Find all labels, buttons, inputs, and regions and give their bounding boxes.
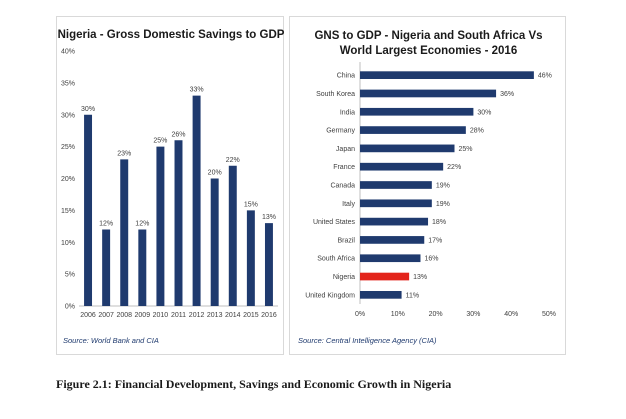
data-label: 12% bbox=[135, 221, 149, 228]
bar bbox=[360, 272, 410, 281]
bar bbox=[120, 159, 129, 306]
data-label: 13% bbox=[413, 274, 427, 281]
data-label: 28% bbox=[470, 128, 484, 135]
y-category-label: Italy bbox=[342, 201, 355, 208]
y-tick-label: 5% bbox=[65, 272, 75, 279]
x-tick-label: 2006 bbox=[80, 312, 96, 317]
bar bbox=[360, 89, 497, 98]
gns-chart-title-line-2: World Largest Economies - 2016 bbox=[339, 45, 518, 57]
x-tick-label: 20% bbox=[429, 311, 443, 317]
savings-chart-source: Source: World Bank and CIA bbox=[63, 336, 159, 345]
y-category-label: Brazil bbox=[337, 237, 355, 244]
y-tick-label: 25% bbox=[61, 144, 75, 151]
bar bbox=[192, 95, 201, 306]
gns-chart-title-line-1: GNS to GDP - Nigeria and South Africa Vs bbox=[314, 30, 543, 42]
y-category-label: Japan bbox=[336, 146, 355, 153]
y-category-label: South Africa bbox=[317, 256, 355, 263]
data-label: 22% bbox=[447, 164, 461, 171]
bar bbox=[138, 229, 147, 306]
bar bbox=[360, 162, 444, 171]
data-label: 17% bbox=[428, 237, 442, 244]
y-category-label: India bbox=[340, 109, 355, 116]
savings-chart-title: Nigeria - Gross Domestic Savings to GDP bbox=[57, 29, 285, 41]
x-tick-label: 2010 bbox=[153, 312, 169, 317]
y-tick-label: 35% bbox=[61, 80, 75, 87]
x-tick-label: 0% bbox=[355, 311, 365, 317]
bar bbox=[246, 210, 255, 306]
x-tick-label: 50% bbox=[542, 311, 556, 317]
data-label: 33% bbox=[190, 87, 204, 94]
bar bbox=[360, 236, 425, 244]
y-tick-label: 10% bbox=[61, 240, 75, 247]
x-tick-label: 2008 bbox=[116, 312, 132, 317]
y-category-label: South Korea bbox=[316, 91, 355, 98]
y-category-label: France bbox=[333, 164, 355, 171]
y-category-label: United States bbox=[313, 219, 356, 226]
bar bbox=[228, 165, 237, 306]
bar bbox=[360, 144, 455, 153]
x-tick-label: 2009 bbox=[135, 312, 151, 317]
savings-chart-panel: Nigeria - Gross Domestic Savings to GDP … bbox=[56, 16, 284, 355]
data-label: 26% bbox=[171, 131, 185, 138]
x-tick-label: 2015 bbox=[243, 312, 259, 317]
bar bbox=[360, 181, 432, 189]
gns-chart-title: GNS to GDP - Nigeria and South Africa Vs… bbox=[290, 29, 567, 59]
data-label: 46% bbox=[538, 73, 552, 80]
data-label: 30% bbox=[477, 109, 491, 116]
x-tick-label: 2013 bbox=[207, 312, 223, 317]
x-tick-label: 30% bbox=[466, 311, 480, 317]
data-label: 22% bbox=[226, 157, 240, 164]
data-label: 18% bbox=[432, 219, 446, 226]
bar bbox=[264, 223, 273, 306]
bar bbox=[84, 114, 93, 306]
data-label: 19% bbox=[436, 183, 450, 190]
x-tick-label: 2007 bbox=[98, 312, 114, 317]
x-tick-label: 2016 bbox=[261, 312, 277, 317]
bar bbox=[360, 107, 474, 116]
data-label: 12% bbox=[99, 221, 113, 228]
bar bbox=[360, 291, 402, 299]
bar bbox=[174, 140, 183, 306]
gns-chart-source: Source: Central Intelligence Agency (CIA… bbox=[298, 336, 437, 345]
data-label: 25% bbox=[153, 138, 167, 145]
x-tick-label: 10% bbox=[391, 311, 405, 317]
data-label: 30% bbox=[81, 106, 95, 113]
bar bbox=[156, 146, 165, 306]
bar bbox=[360, 71, 534, 79]
data-label: 36% bbox=[500, 91, 514, 98]
data-label: 16% bbox=[424, 256, 438, 263]
y-category-label: Canada bbox=[330, 183, 355, 190]
y-tick-label: 0% bbox=[65, 304, 75, 311]
data-label: 13% bbox=[262, 214, 276, 221]
x-tick-label: 2012 bbox=[189, 312, 205, 317]
bar bbox=[210, 178, 219, 306]
y-category-label: China bbox=[337, 73, 355, 80]
x-tick-label: 2014 bbox=[225, 312, 241, 317]
bar bbox=[102, 229, 111, 306]
data-label: 15% bbox=[244, 201, 258, 208]
bar bbox=[360, 254, 421, 263]
data-label: 11% bbox=[406, 292, 420, 299]
figure-caption: Figure 2.1: Financial Development, Savin… bbox=[56, 377, 452, 391]
gns-chart-panel: GNS to GDP - Nigeria and South Africa Vs… bbox=[289, 16, 566, 355]
data-label: 23% bbox=[117, 150, 131, 157]
bar bbox=[360, 126, 466, 134]
y-category-label: Germany bbox=[326, 128, 355, 135]
y-tick-label: 30% bbox=[61, 112, 75, 119]
x-tick-label: 40% bbox=[504, 311, 518, 317]
y-tick-label: 40% bbox=[61, 49, 75, 56]
data-label: 25% bbox=[459, 146, 473, 153]
data-label: 19% bbox=[436, 201, 450, 208]
x-tick-label: 2011 bbox=[171, 312, 186, 317]
y-category-label: United Kingdom bbox=[305, 292, 355, 299]
bar bbox=[360, 217, 429, 226]
gns-bar-chart: China 46% South Korea 36% India 30% Germany 28%… bbox=[305, 62, 556, 317]
savings-bar-chart: 0%5%10%15%20%25%30%35%40%30%200612%20072… bbox=[61, 49, 278, 317]
y-tick-label: 15% bbox=[61, 208, 75, 215]
y-tick-label: 20% bbox=[61, 176, 75, 183]
bar bbox=[360, 199, 432, 208]
data-label: 20% bbox=[208, 170, 222, 177]
y-category-label: Nigeria bbox=[333, 274, 355, 281]
